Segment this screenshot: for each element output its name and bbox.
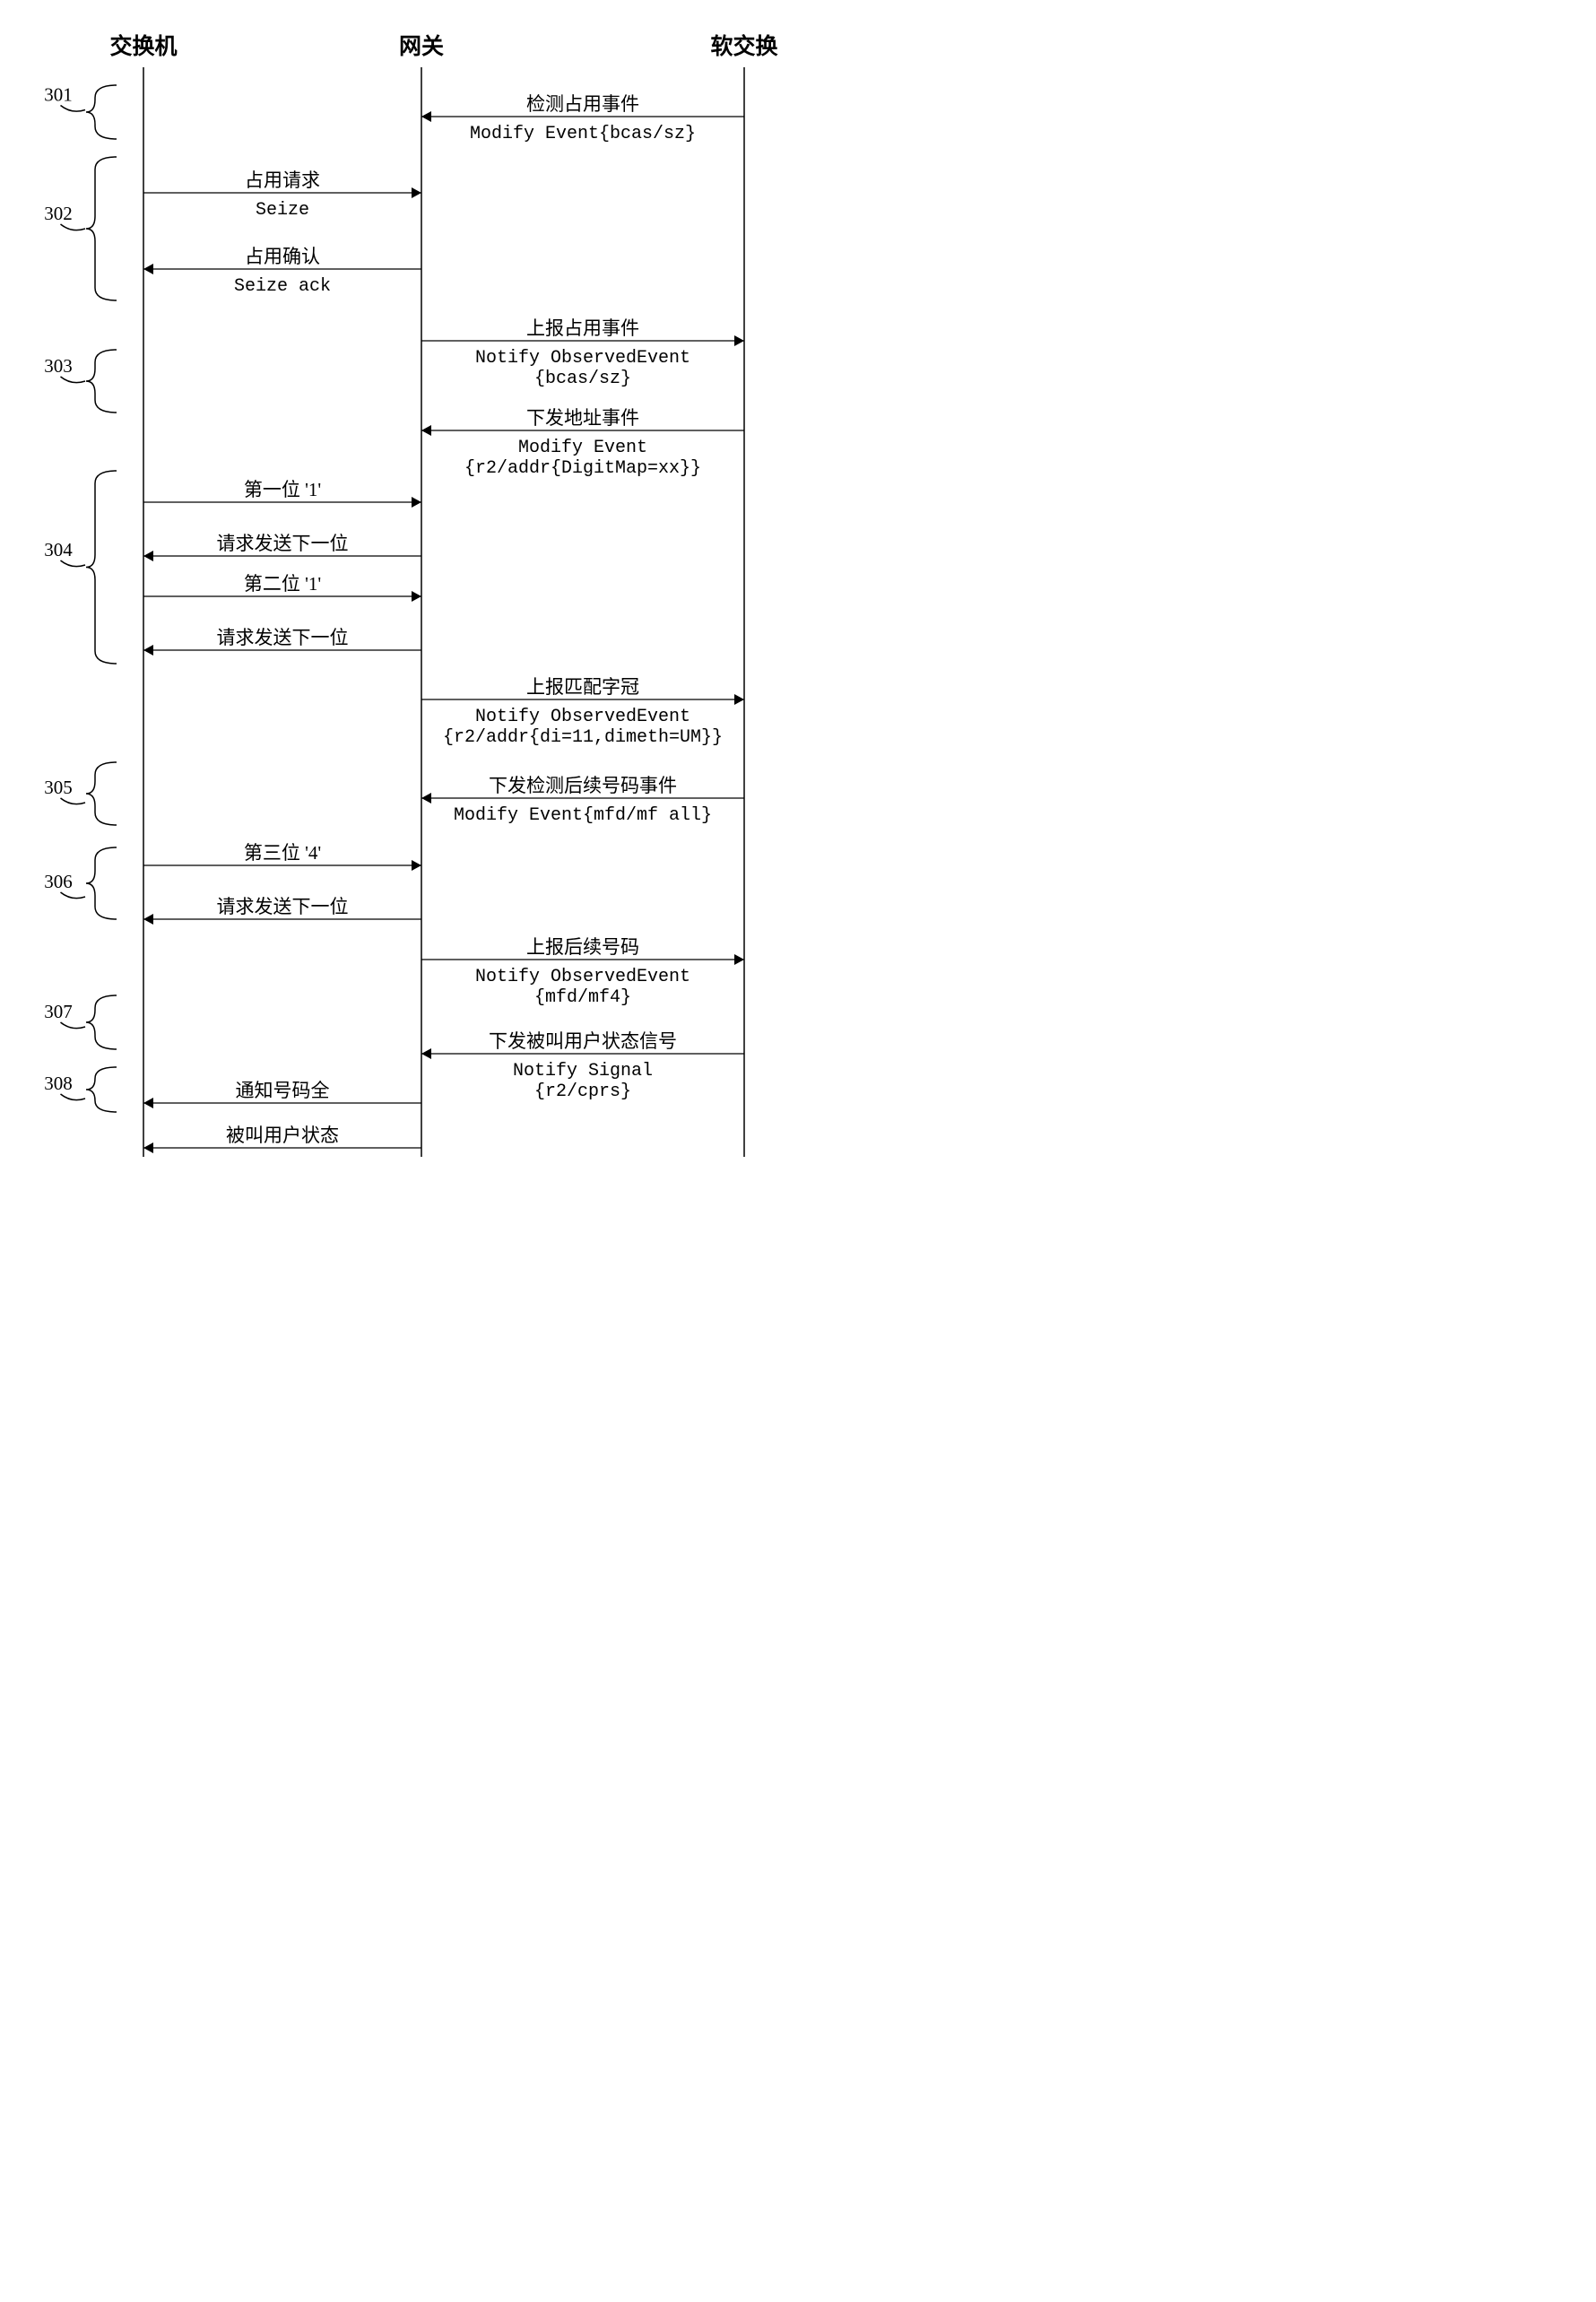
arrowhead xyxy=(143,264,153,274)
message-label-top: 上报占用事件 xyxy=(526,317,639,339)
message-label-bottom: Seize ack xyxy=(234,276,331,297)
message-label-top: 第二位 '1' xyxy=(244,573,321,595)
message-label-top: 下发地址事件 xyxy=(526,407,639,429)
message-label-top: 请求发送下一位 xyxy=(217,896,349,917)
group-brace xyxy=(86,1067,117,1112)
group-brace xyxy=(86,762,117,825)
message-label-top: 上报匹配字冠 xyxy=(526,676,639,698)
message-label-bottom2: {r2/addr{DigitMap=xx}} xyxy=(464,458,701,479)
lifeline-header: 交换机 xyxy=(109,33,177,59)
message-label-bottom: Notify Signal xyxy=(513,1061,653,1082)
group-brace xyxy=(86,471,117,664)
arrowhead xyxy=(412,187,421,198)
message-label-top: 被叫用户状态 xyxy=(226,1125,339,1146)
arrowhead xyxy=(143,1098,153,1108)
message-label-top: 第一位 '1' xyxy=(244,479,321,500)
message-label-top: 占用请求 xyxy=(245,169,320,191)
message-label-bottom: Seize xyxy=(256,200,309,221)
lifeline-header: 网关 xyxy=(399,34,444,59)
arrowhead xyxy=(734,954,744,965)
message-label-bottom: Modify Event{bcas/sz} xyxy=(470,124,696,144)
message-label-bottom: Modify Event xyxy=(518,438,647,458)
message-label-bottom2: {bcas/sz} xyxy=(534,369,631,389)
arrowhead xyxy=(143,551,153,561)
message-label-top: 请求发送下一位 xyxy=(217,533,349,554)
arrowhead xyxy=(143,914,153,925)
group-brace xyxy=(86,157,117,300)
message-label-bottom2: {mfd/mf4} xyxy=(534,987,631,1008)
arrowhead xyxy=(143,645,153,656)
group-number: 307 xyxy=(44,1001,73,1022)
message-label-bottom: Modify Event{mfd/mf all} xyxy=(454,805,712,826)
arrowhead xyxy=(143,1142,153,1153)
group-brace xyxy=(86,350,117,413)
group-number: 303 xyxy=(44,355,73,377)
arrowhead xyxy=(412,591,421,602)
arrowhead xyxy=(421,111,431,122)
group-leader xyxy=(61,377,86,383)
group-number: 306 xyxy=(44,871,73,892)
group-leader xyxy=(61,1022,86,1029)
message-label-top: 占用确认 xyxy=(245,246,320,267)
message-label-bottom: Notify ObservedEvent xyxy=(475,348,690,369)
message-label-bottom: Notify ObservedEvent xyxy=(475,707,690,727)
message-label-bottom2: {r2/cprs} xyxy=(534,1082,631,1102)
message-label-top: 通知号码全 xyxy=(236,1080,330,1101)
message-label-top: 第三位 '4' xyxy=(244,842,321,864)
group-brace xyxy=(86,847,117,919)
group-number: 302 xyxy=(44,203,73,224)
message-label-bottom: Notify ObservedEvent xyxy=(475,967,690,987)
message-label-top: 请求发送下一位 xyxy=(217,627,349,648)
sequence-diagram: 交换机网关软交换检测占用事件Modify Event{bcas/sz}占用请求S… xyxy=(18,18,816,1169)
lifeline-header: 软交换 xyxy=(710,33,778,59)
group-number: 308 xyxy=(44,1073,73,1094)
arrowhead xyxy=(421,425,431,436)
group-leader xyxy=(61,798,86,804)
arrowhead xyxy=(421,793,431,804)
group-number: 305 xyxy=(44,777,73,798)
group-number: 301 xyxy=(44,84,73,106)
group-brace xyxy=(86,85,117,139)
group-leader xyxy=(61,1094,86,1100)
group-leader xyxy=(61,224,86,230)
message-label-top: 检测占用事件 xyxy=(526,93,639,115)
arrowhead xyxy=(734,335,744,346)
group-number: 304 xyxy=(44,539,73,560)
arrowhead xyxy=(412,860,421,871)
group-leader xyxy=(61,892,86,899)
arrowhead xyxy=(421,1048,431,1059)
message-label-top: 下发检测后续号码事件 xyxy=(489,775,677,796)
group-leader xyxy=(61,106,86,112)
group-brace xyxy=(86,995,117,1049)
message-label-bottom2: {r2/addr{di=11,dimeth=UM}} xyxy=(443,727,723,748)
arrowhead xyxy=(734,694,744,705)
group-leader xyxy=(61,560,86,567)
message-label-top: 上报后续号码 xyxy=(526,936,639,958)
message-label-top: 下发被叫用户状态信号 xyxy=(489,1030,677,1052)
arrowhead xyxy=(412,497,421,508)
